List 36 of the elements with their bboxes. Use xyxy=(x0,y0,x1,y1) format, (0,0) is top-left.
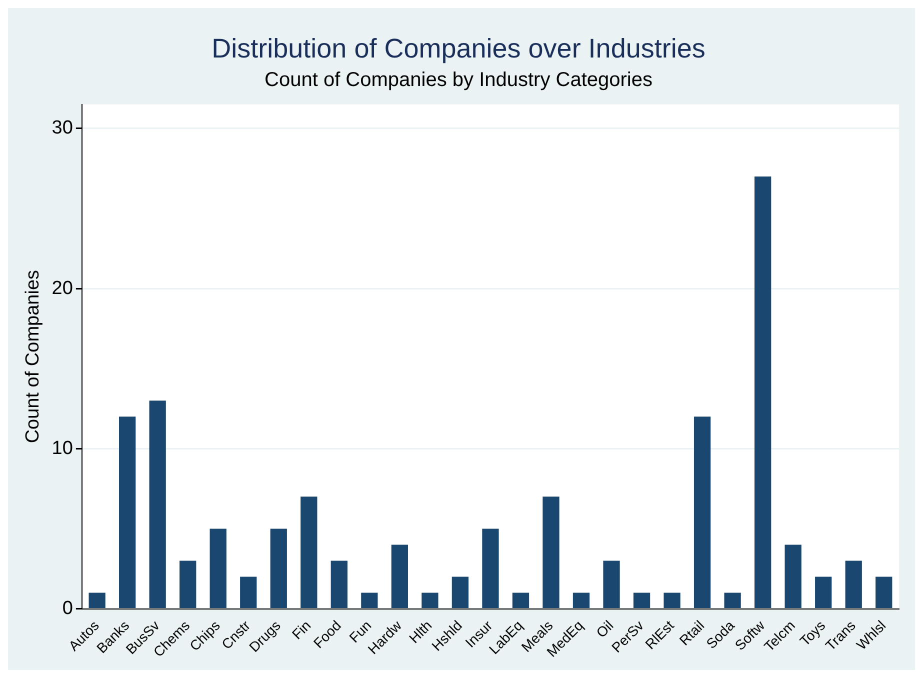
bar xyxy=(876,576,892,608)
bar xyxy=(330,560,348,608)
bar xyxy=(149,400,166,608)
y-tick-label: 10 xyxy=(52,438,73,459)
x-tick-label: Fin xyxy=(288,617,314,642)
bar xyxy=(361,592,378,608)
chart-subtitle: Count of Companies by Industry Categories xyxy=(264,68,652,91)
y-tick-label: 30 xyxy=(52,118,73,139)
bar xyxy=(542,496,560,608)
bar xyxy=(210,528,226,608)
bar xyxy=(180,560,196,608)
bar xyxy=(845,560,862,608)
bar xyxy=(815,576,832,608)
bar xyxy=(512,592,530,608)
bar xyxy=(88,592,106,608)
x-tick-label: Oil xyxy=(592,617,616,641)
bar xyxy=(603,560,620,608)
bar xyxy=(784,544,802,608)
y-axis-title: Count of Companies xyxy=(22,270,44,444)
y-tick-label: 0 xyxy=(62,598,73,619)
bar xyxy=(422,592,438,608)
bar xyxy=(482,528,499,608)
bar xyxy=(572,592,590,608)
y-tick-label: 20 xyxy=(52,278,73,299)
bar xyxy=(119,416,136,608)
bar xyxy=(270,528,287,608)
chart-title: Distribution of Companies over Industries xyxy=(212,34,706,64)
bar xyxy=(724,592,741,608)
bar xyxy=(664,592,680,608)
bar xyxy=(754,176,772,608)
bar xyxy=(694,416,711,608)
bar xyxy=(391,544,408,608)
bar xyxy=(633,592,650,608)
bar xyxy=(300,496,318,608)
bar xyxy=(240,576,257,608)
bar xyxy=(452,576,469,608)
